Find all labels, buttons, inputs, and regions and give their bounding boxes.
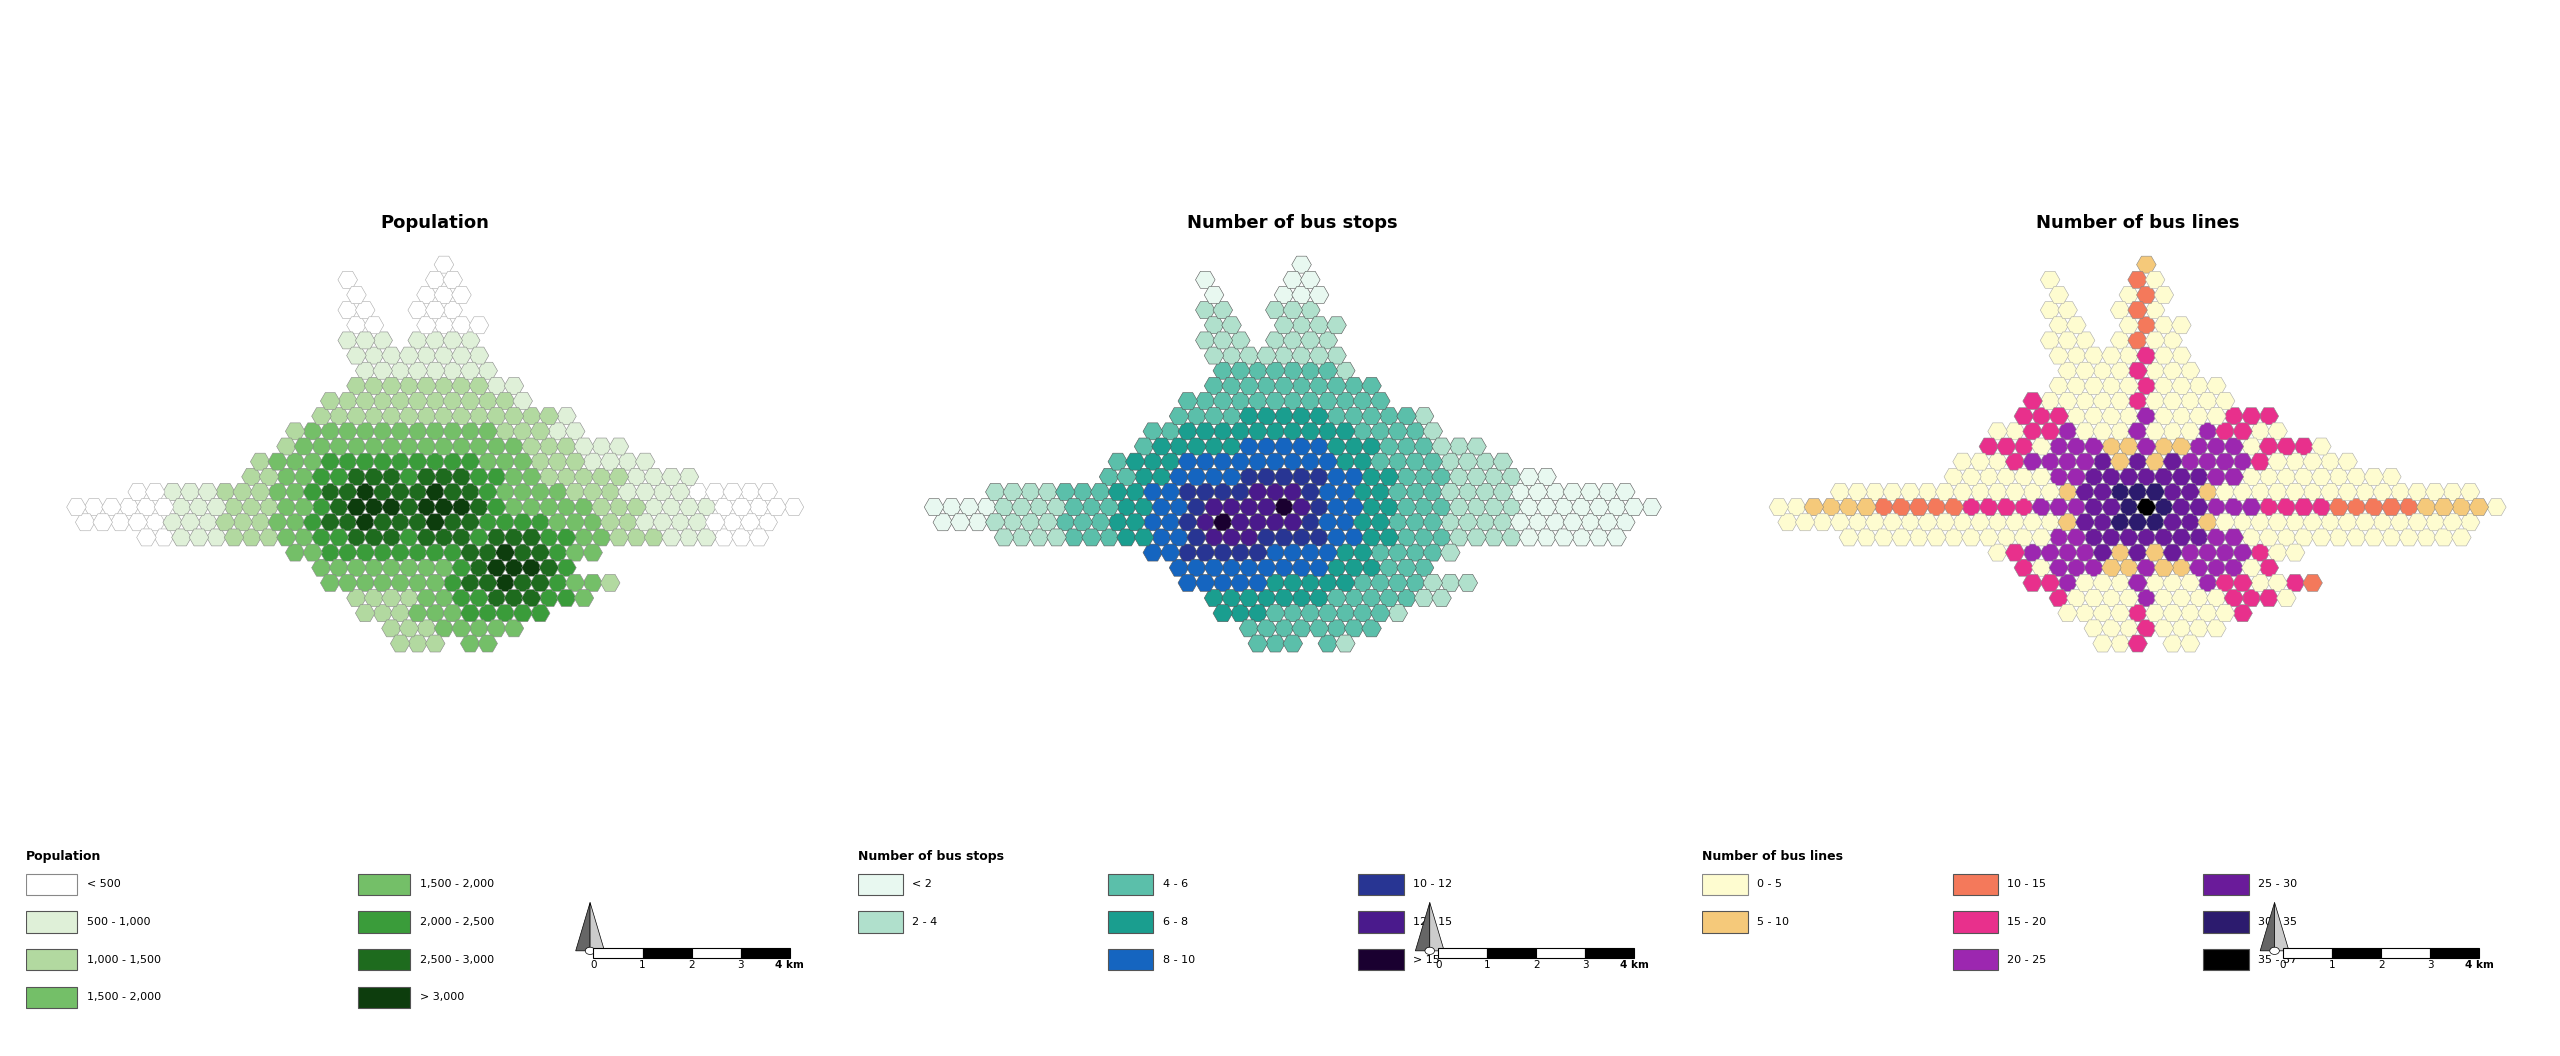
Text: 2: 2: [1533, 960, 1539, 969]
Text: 1,500 - 2,000: 1,500 - 2,000: [420, 880, 494, 889]
Text: 30 - 35: 30 - 35: [2258, 917, 2296, 927]
Polygon shape: [2260, 903, 2276, 950]
FancyBboxPatch shape: [2204, 949, 2248, 970]
Title: Number of bus stops: Number of bus stops: [1188, 214, 1398, 232]
Text: Population: Population: [26, 850, 100, 863]
FancyBboxPatch shape: [26, 873, 77, 894]
Text: 2: 2: [689, 960, 694, 969]
Text: 25 - 30: 25 - 30: [2258, 880, 2296, 889]
Text: 0: 0: [2281, 960, 2286, 969]
Text: 0: 0: [1436, 960, 1441, 969]
Text: 1: 1: [1485, 960, 1490, 969]
Text: 4 km: 4 km: [1620, 960, 1649, 969]
Circle shape: [586, 947, 594, 955]
Text: 12 - 15: 12 - 15: [1413, 917, 1452, 927]
FancyBboxPatch shape: [2204, 873, 2248, 894]
Text: > 3,000: > 3,000: [420, 993, 463, 1002]
Circle shape: [1426, 947, 1434, 955]
Text: 3: 3: [2427, 960, 2435, 969]
Text: 10 - 15: 10 - 15: [2007, 880, 2045, 889]
Text: 500 - 1,000: 500 - 1,000: [87, 917, 151, 927]
FancyBboxPatch shape: [26, 911, 77, 932]
Text: 0: 0: [591, 960, 596, 969]
Text: 10 - 12: 10 - 12: [1413, 880, 1452, 889]
FancyBboxPatch shape: [1359, 911, 1403, 932]
FancyBboxPatch shape: [358, 873, 410, 894]
Bar: [643, 948, 691, 958]
Bar: [2381, 948, 2429, 958]
Bar: [1585, 948, 1633, 958]
Polygon shape: [589, 903, 604, 950]
FancyBboxPatch shape: [2204, 911, 2248, 932]
FancyBboxPatch shape: [26, 986, 77, 1007]
Bar: [1536, 948, 1585, 958]
FancyBboxPatch shape: [1702, 873, 1748, 894]
Text: 2,500 - 3,000: 2,500 - 3,000: [420, 955, 494, 964]
Bar: [2284, 948, 2332, 958]
Text: 5 - 10: 5 - 10: [1756, 917, 1789, 927]
FancyBboxPatch shape: [358, 986, 410, 1007]
Polygon shape: [2276, 903, 2289, 950]
Text: 1,500 - 2,000: 1,500 - 2,000: [87, 993, 161, 1002]
Text: 0 - 5: 0 - 5: [1756, 880, 1782, 889]
FancyBboxPatch shape: [1702, 911, 1748, 932]
FancyBboxPatch shape: [1108, 911, 1155, 932]
Text: 8 - 10: 8 - 10: [1162, 955, 1196, 964]
Text: 15 - 20: 15 - 20: [2007, 917, 2045, 927]
Text: 3: 3: [737, 960, 745, 969]
Circle shape: [2271, 947, 2278, 955]
Title: Population: Population: [381, 214, 489, 232]
FancyBboxPatch shape: [26, 949, 77, 970]
FancyBboxPatch shape: [358, 949, 410, 970]
Text: 35 - 37: 35 - 37: [2258, 955, 2296, 964]
Text: 4 km: 4 km: [2465, 960, 2493, 969]
FancyBboxPatch shape: [1108, 949, 1155, 970]
Bar: [740, 948, 788, 958]
FancyBboxPatch shape: [1359, 949, 1403, 970]
Bar: [2429, 948, 2478, 958]
FancyBboxPatch shape: [1953, 873, 1999, 894]
Text: 6 - 8: 6 - 8: [1162, 917, 1188, 927]
FancyBboxPatch shape: [1953, 949, 1999, 970]
Text: 2 - 4: 2 - 4: [911, 917, 937, 927]
Text: 4 - 6: 4 - 6: [1162, 880, 1188, 889]
Text: < 2: < 2: [911, 880, 932, 889]
Text: 1,000 - 1,500: 1,000 - 1,500: [87, 955, 161, 964]
Text: < 500: < 500: [87, 880, 120, 889]
Text: Number of bus lines: Number of bus lines: [1702, 850, 1843, 863]
FancyBboxPatch shape: [1359, 873, 1403, 894]
Text: 4 km: 4 km: [776, 960, 804, 969]
Text: 1: 1: [2330, 960, 2335, 969]
Bar: [594, 948, 643, 958]
Text: > 15: > 15: [1413, 955, 1439, 964]
Text: 1: 1: [640, 960, 645, 969]
Bar: [691, 948, 740, 958]
Bar: [1487, 948, 1536, 958]
Text: 2: 2: [2378, 960, 2383, 969]
Text: 20 - 25: 20 - 25: [2007, 955, 2045, 964]
Text: 2,000 - 2,500: 2,000 - 2,500: [420, 917, 494, 927]
FancyBboxPatch shape: [858, 911, 904, 932]
Title: Number of bus lines: Number of bus lines: [2035, 214, 2240, 232]
Polygon shape: [576, 903, 589, 950]
FancyBboxPatch shape: [1108, 873, 1155, 894]
Text: Number of bus stops: Number of bus stops: [858, 850, 1004, 863]
Text: 3: 3: [1582, 960, 1590, 969]
Polygon shape: [1416, 903, 1431, 950]
Bar: [1439, 948, 1487, 958]
FancyBboxPatch shape: [1953, 911, 1999, 932]
Polygon shape: [1431, 903, 1444, 950]
Bar: [2332, 948, 2381, 958]
FancyBboxPatch shape: [858, 873, 904, 894]
FancyBboxPatch shape: [358, 911, 410, 932]
